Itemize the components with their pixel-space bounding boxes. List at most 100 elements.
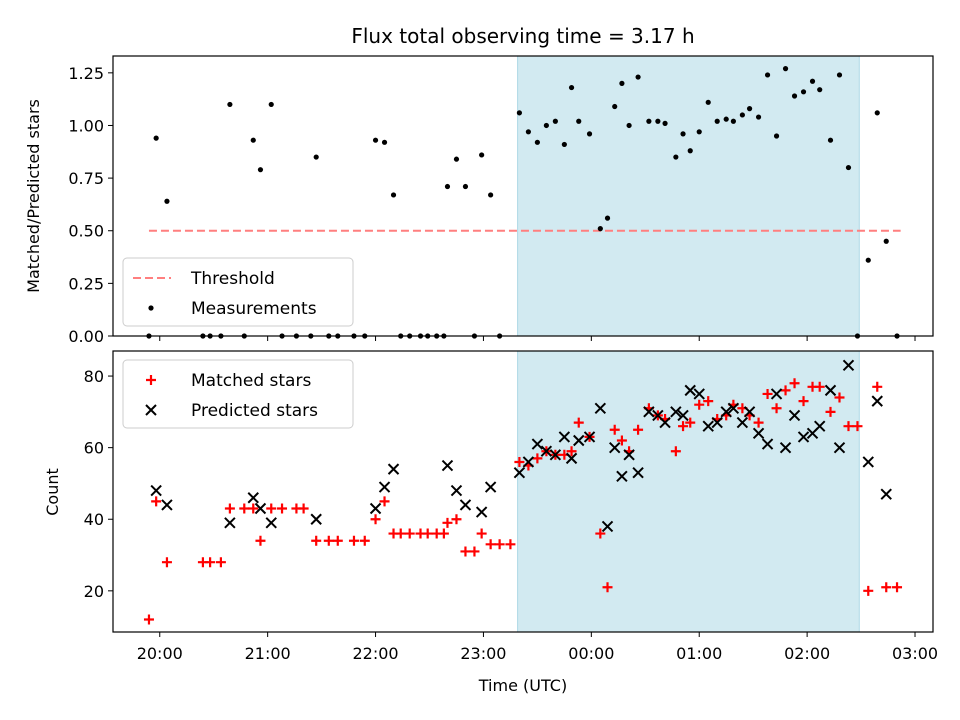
measurements-point (817, 87, 823, 93)
measurements-point (883, 238, 889, 244)
predicted-stars-point (549, 449, 562, 461)
matched-stars-point (616, 435, 627, 446)
legend-measurements-swatch (148, 305, 154, 311)
predicted-stars-point (254, 502, 267, 515)
matched-stars-point (311, 535, 322, 546)
top-axes-frame (112, 55, 934, 337)
matched-stars-point (566, 446, 577, 457)
top-legend: Threshold Measurements (122, 257, 354, 327)
predicted-stars-point (824, 384, 837, 397)
matched-stars-point (332, 535, 343, 546)
measurements-point (655, 118, 661, 124)
predicted-stars-point (743, 406, 756, 418)
top-y-tick-label: 1.25 (68, 64, 104, 83)
matched-stars-point (438, 528, 449, 539)
predicted-stars-point (684, 384, 696, 397)
measurements-point (782, 66, 789, 72)
matched-stars-point (485, 539, 496, 550)
measurements-point (791, 93, 798, 99)
legend-entry-label: Threshold (190, 269, 275, 289)
predicted-stars-point (616, 470, 628, 482)
predicted-stars-point (378, 481, 391, 493)
matched-stars-point (298, 503, 309, 514)
measurements-point (746, 106, 753, 112)
matched-stars-point (825, 406, 836, 417)
matched-stars-point (451, 514, 462, 525)
predicted-stars-point (643, 406, 655, 418)
predicted-stars-point (693, 388, 705, 400)
matched-stars-point (215, 557, 226, 568)
matched-stars-point (762, 388, 773, 399)
top-y-axis-label: Matched/Predicted stars (24, 99, 43, 293)
matched-stars-point (872, 381, 883, 392)
measurements-point (764, 72, 771, 78)
x-axis-label: Time (UTC) (478, 676, 567, 695)
matched-stars-point (379, 496, 390, 507)
measurements-point (604, 215, 611, 221)
predicted-stars-point (871, 395, 883, 407)
measurements-point (626, 122, 632, 129)
measurements-point (390, 192, 397, 198)
measurements-point (865, 257, 871, 263)
matched-stars-point (505, 539, 516, 550)
predicted-stars-point (522, 456, 535, 468)
measurements-point (827, 137, 834, 143)
predicted-stars-point (880, 488, 892, 500)
bottom-x-tick-label: 02:00 (784, 644, 830, 663)
measurements-point (479, 152, 485, 158)
measurements-point (516, 110, 523, 116)
matched-stars-point (205, 557, 216, 568)
predicted-stars-point (459, 499, 472, 511)
measurements-point (444, 183, 451, 190)
predicted-stars-point (670, 406, 682, 418)
matched-stars-point (771, 403, 782, 414)
measurements-point (462, 183, 469, 190)
matched-stars-point (798, 396, 809, 407)
top-y-tick-label: 0.50 (68, 222, 104, 241)
measurements-point (568, 84, 575, 91)
predicted-stars-point (623, 449, 635, 461)
predicted-stars-point (814, 420, 826, 432)
bottom-x-tick-label: 01:00 (676, 644, 722, 663)
measurements-point (612, 103, 618, 110)
bottom-x-tick-label: 20:00 (137, 644, 183, 663)
measurements-point (250, 137, 256, 143)
measurements-point (153, 135, 159, 141)
bottom-x-tick-label: 23:00 (460, 644, 506, 663)
legend-predicted-swatch (145, 404, 157, 416)
predicted-stars-point (761, 438, 774, 450)
matched-stars-point (460, 546, 471, 557)
predicted-stars-point (484, 481, 497, 493)
measurements-point (739, 112, 745, 118)
bottom-shaded-interval (517, 350, 860, 633)
predicted-stars-point (450, 484, 463, 497)
measurements-point (257, 167, 264, 173)
measurements-point (845, 164, 852, 171)
top-y-tick-label: 0.00 (68, 327, 104, 346)
matched-stars-point (476, 528, 487, 539)
measurements-point (619, 80, 625, 86)
predicted-stars-point (842, 359, 855, 372)
measurements-point (561, 141, 567, 148)
matched-stars-point (595, 528, 606, 539)
matched-stars-point (469, 546, 480, 557)
measurements-point (662, 120, 668, 126)
matched-stars-point (532, 453, 543, 464)
matched-stars-point (404, 528, 415, 539)
measurements-point (705, 99, 711, 105)
matched-stars-point (834, 392, 845, 403)
measurements-point (164, 198, 170, 204)
matched-stars-point (494, 539, 505, 550)
matched-stars-point (239, 503, 250, 514)
matched-stars-point (248, 503, 259, 514)
measurements-point (687, 148, 693, 154)
predicted-stars-point (150, 484, 162, 497)
matched-stars-point (323, 535, 334, 546)
matched-stars-point (255, 535, 266, 546)
predicted-stars-point (779, 441, 792, 454)
matched-stars-point (703, 396, 714, 407)
top-y-tick-label: 1.00 (68, 116, 104, 135)
measurements-point (552, 118, 558, 124)
measurements-point (800, 89, 807, 95)
